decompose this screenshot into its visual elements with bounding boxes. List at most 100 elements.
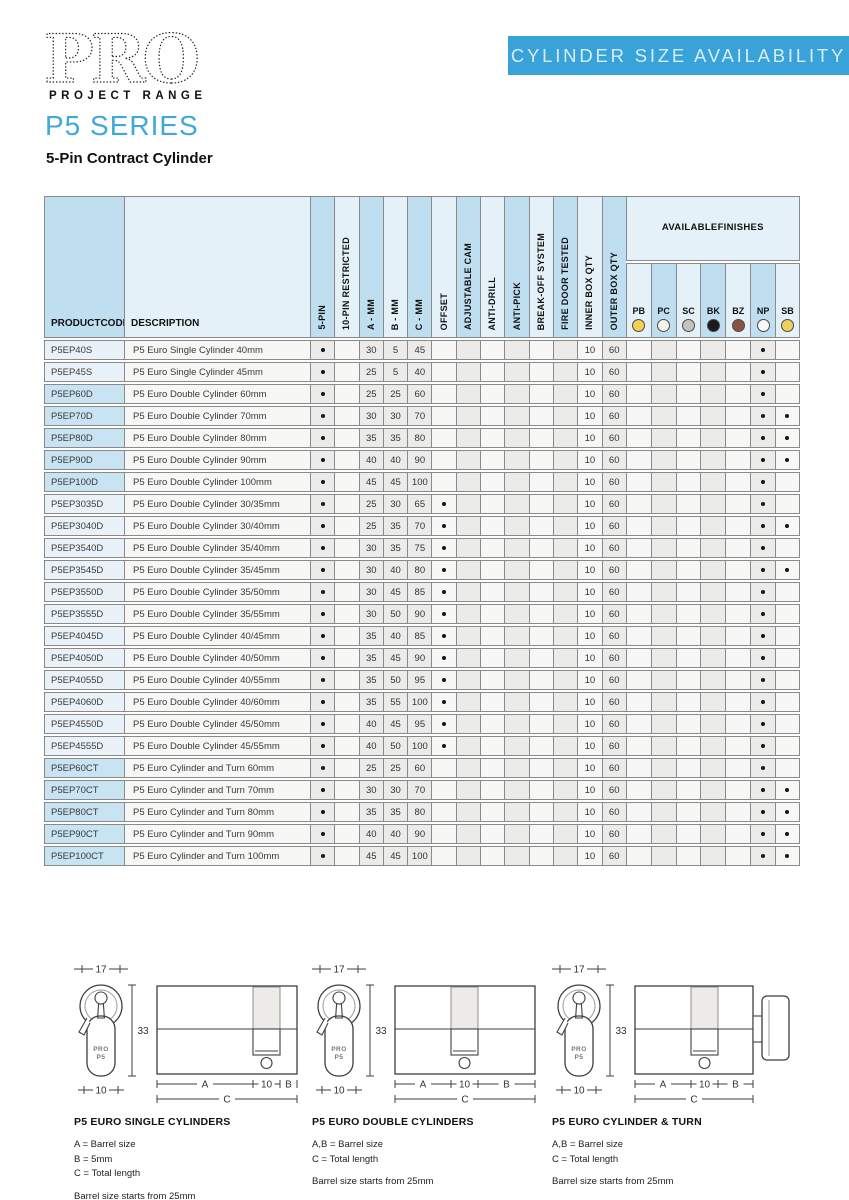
p5ep70d-code: P5EP70D bbox=[44, 406, 124, 426]
p5ep40s-5-pin bbox=[310, 340, 335, 360]
p5ep4045d-finish-pb bbox=[625, 626, 651, 646]
availability-dot bbox=[785, 854, 790, 858]
p5ep80d-finish-sc bbox=[675, 428, 701, 448]
p5ep90ct-finish-pb bbox=[625, 824, 651, 844]
p5ep70ct-c-mm: 70 bbox=[407, 780, 432, 800]
p5ep45s-finish-pb bbox=[625, 362, 651, 382]
p5ep80ct-10-pin-restricted bbox=[334, 802, 359, 822]
p5ep80ct-5-pin bbox=[310, 802, 335, 822]
col-header-anti-pick: ANTI-PICK bbox=[504, 196, 529, 338]
p5ep3555d-finish-sc bbox=[675, 604, 701, 624]
p5ep80ct-inner-box-qty: 10 bbox=[577, 802, 602, 822]
finish-swatch-bk bbox=[706, 319, 720, 332]
diagram-title: P5 EURO CYLINDER & TURN bbox=[552, 1116, 702, 1128]
finish-header-sb: SB bbox=[775, 263, 800, 338]
p5ep60d-offset bbox=[431, 384, 456, 404]
p5ep60ct-finish-np bbox=[750, 758, 776, 778]
p5ep70d-a-mm: 30 bbox=[358, 406, 383, 426]
p5ep80ct-finish-bk bbox=[700, 802, 726, 822]
p5ep60ct-finish-bz bbox=[725, 758, 751, 778]
p5ep40s-finish-np bbox=[750, 340, 776, 360]
p5ep90d-code: P5EP90D bbox=[44, 450, 124, 470]
p5ep80d-break-off-system bbox=[528, 428, 553, 448]
dim-c: C bbox=[690, 1095, 697, 1106]
p5ep70ct-anti-pick bbox=[504, 780, 529, 800]
p5ep100ct-adjustable-cam bbox=[455, 846, 481, 866]
availability-dot bbox=[320, 612, 325, 616]
p5ep4050d-fire-door-tested bbox=[552, 648, 578, 668]
availability-dot bbox=[761, 370, 766, 374]
p5ep4055d-anti-pick bbox=[504, 670, 529, 690]
p5ep3555d-anti-pick bbox=[504, 604, 529, 624]
p5ep90d-offset bbox=[431, 450, 456, 470]
p5ep70ct-break-off-system bbox=[528, 780, 553, 800]
p5ep70ct-description: P5 Euro Cylinder and Turn 70mm bbox=[124, 780, 310, 800]
p5ep90ct-anti-pick bbox=[504, 824, 529, 844]
p5ep4045d-anti-pick bbox=[504, 626, 529, 646]
availability-dot bbox=[761, 700, 766, 704]
p5ep90d-adjustable-cam bbox=[455, 450, 481, 470]
p5ep4050d-a-mm: 35 bbox=[358, 648, 383, 668]
p5ep4050d-b-mm: 45 bbox=[382, 648, 408, 668]
finish-code-label: BK bbox=[706, 306, 720, 316]
p5ep3555d-anti-drill bbox=[480, 604, 505, 624]
p5ep70d-outer-box-qty: 60 bbox=[601, 406, 626, 426]
dim-c: C bbox=[223, 1095, 230, 1106]
p5ep60d-adjustable-cam bbox=[455, 384, 481, 404]
p5ep4055d-fire-door-tested bbox=[552, 670, 578, 690]
availability-dot bbox=[320, 414, 325, 418]
p5ep80ct-description: P5 Euro Cylinder and Turn 80mm bbox=[124, 802, 310, 822]
p5ep4550d-finish-pb bbox=[625, 714, 651, 734]
availability-dot bbox=[320, 546, 325, 550]
p5ep3040d-finish-pb bbox=[625, 516, 651, 536]
dim-face-width: 17 bbox=[95, 965, 107, 976]
p5ep4050d-finish-sc bbox=[675, 648, 701, 668]
dim-face-width: 17 bbox=[573, 965, 585, 976]
p5ep4045d-finish-bz bbox=[725, 626, 751, 646]
p5ep4555d-finish-bz bbox=[725, 736, 751, 756]
p5ep40s-c-mm: 45 bbox=[407, 340, 432, 360]
p5ep40s-outer-box-qty: 60 bbox=[601, 340, 626, 360]
p5ep60d-finish-sc bbox=[675, 384, 701, 404]
p5ep3545d-finish-sc bbox=[675, 560, 701, 580]
p5ep4555d-description: P5 Euro Double Cylinder 45/55mm bbox=[124, 736, 310, 756]
availability-dot bbox=[761, 502, 766, 506]
p5ep3540d-10-pin-restricted bbox=[334, 538, 359, 558]
availability-dot bbox=[761, 546, 766, 550]
p5ep3555d-break-off-system bbox=[528, 604, 553, 624]
p5ep60ct-description: P5 Euro Cylinder and Turn 60mm bbox=[124, 758, 310, 778]
availability-dot bbox=[761, 832, 766, 836]
body-logo-pro: PRO bbox=[331, 1046, 347, 1053]
p5ep90ct-offset bbox=[431, 824, 456, 844]
p5ep4550d-inner-box-qty: 10 bbox=[577, 714, 602, 734]
p5ep80ct-finish-bz bbox=[725, 802, 751, 822]
p5ep70ct-adjustable-cam bbox=[455, 780, 481, 800]
p5ep80ct-anti-drill bbox=[480, 802, 505, 822]
p5ep45s-finish-np bbox=[750, 362, 776, 382]
finish-swatch-sc bbox=[682, 319, 695, 332]
p5ep4055d-5-pin bbox=[310, 670, 335, 690]
p5ep4055d-inner-box-qty: 10 bbox=[577, 670, 602, 690]
p5ep100d-description: P5 Euro Double Cylinder 100mm bbox=[124, 472, 310, 492]
p5ep3545d-description: P5 Euro Double Cylinder 35/45mm bbox=[124, 560, 310, 580]
p5ep3545d-code: P5EP3545D bbox=[44, 560, 124, 580]
p5ep4555d-fire-door-tested bbox=[552, 736, 578, 756]
p5ep3540d-finish-bk bbox=[700, 538, 726, 558]
availability-dot bbox=[785, 458, 790, 462]
p5ep3550d-5-pin bbox=[310, 582, 335, 602]
p5ep3555d-outer-box-qty: 60 bbox=[601, 604, 626, 624]
legend-line: C = Total length bbox=[312, 1153, 379, 1165]
p5ep4055d-code: P5EP4055D bbox=[44, 670, 124, 690]
col-header-label: OFFSET bbox=[438, 292, 449, 330]
p5ep4550d-10-pin-restricted bbox=[334, 714, 359, 734]
p5ep4060d-anti-pick bbox=[504, 692, 529, 712]
p5ep70d-description: P5 Euro Double Cylinder 70mm bbox=[124, 406, 310, 426]
p5ep4050d-anti-drill bbox=[480, 648, 505, 668]
p5ep4060d-b-mm: 55 bbox=[382, 692, 408, 712]
p5ep90ct-outer-box-qty: 60 bbox=[601, 824, 626, 844]
p5ep80ct-anti-pick bbox=[504, 802, 529, 822]
finish-header-bz: BZ bbox=[725, 263, 751, 338]
p5ep3540d-b-mm: 35 bbox=[382, 538, 408, 558]
dim-b: B bbox=[503, 1080, 510, 1091]
